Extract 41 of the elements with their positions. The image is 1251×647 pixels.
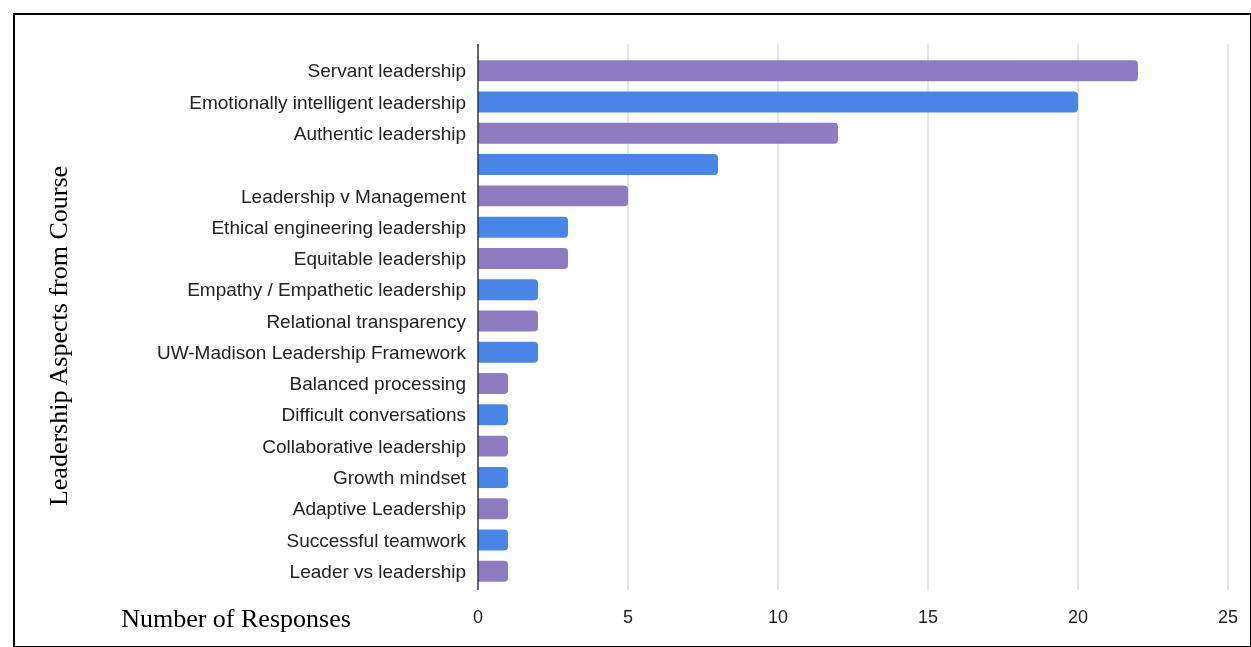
bar — [478, 404, 508, 426]
bar — [478, 216, 568, 238]
y-tick-label: Leadership v Management — [241, 185, 467, 207]
x-tick-label: 20 — [1067, 607, 1089, 628]
y-tick-label: Collaborative leadership — [262, 435, 466, 457]
y-tick-label: Difficult conversations — [281, 404, 466, 426]
bar — [478, 498, 508, 520]
bar — [478, 122, 838, 144]
y-axis-title: Leadership Aspects from Course — [44, 165, 74, 507]
y-tick-label: Balanced processing — [289, 373, 466, 395]
y-tick-label: Growth mindset — [332, 467, 467, 489]
x-tick-label: 0 — [472, 607, 484, 628]
bar — [478, 247, 568, 269]
y-tick-label: UW-Madison Leadership Framework — [156, 341, 467, 363]
x-tick-label: 25 — [1217, 607, 1239, 628]
y-tick-label: Adaptive Leadership — [292, 498, 466, 520]
bar — [478, 466, 508, 488]
x-tick-label: 15 — [917, 607, 939, 628]
y-tick-label: Successful teamwork — [286, 529, 467, 551]
bar — [478, 91, 1078, 113]
x-tick-label: 10 — [767, 607, 789, 628]
y-tick-label: Emotionally intelligent leadership — [189, 91, 466, 113]
bar — [478, 373, 508, 395]
x-tick-label: 5 — [622, 607, 634, 628]
bar — [478, 560, 508, 582]
y-tick-label: Relational transparency — [266, 310, 467, 332]
y-tick-label: Equitable leadership — [293, 248, 466, 270]
bar — [478, 529, 508, 551]
y-tick-label: Servant leadership — [307, 60, 466, 82]
y-tick-label: Empathy / Empathetic leadership — [187, 279, 466, 301]
bar — [478, 279, 538, 301]
bar — [478, 341, 538, 363]
bar — [478, 60, 1138, 82]
bar — [478, 185, 628, 207]
bar — [478, 310, 538, 332]
y-tick-label: Ethical engineering leadership — [211, 216, 466, 238]
y-tick-label: Authentic leadership — [293, 122, 466, 144]
bar — [478, 435, 508, 457]
x-axis-title: Number of Responses — [121, 604, 351, 634]
bar — [478, 154, 718, 176]
y-tick-label: Leader vs leadership — [289, 560, 466, 582]
